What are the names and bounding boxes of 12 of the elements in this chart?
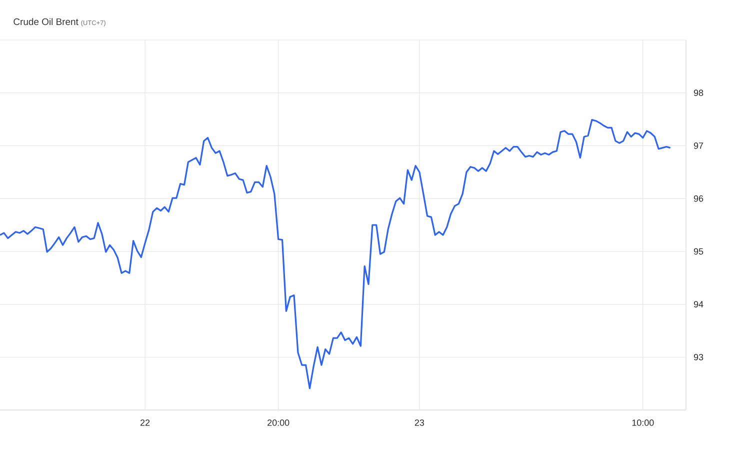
y-tick-label: 96 bbox=[694, 195, 704, 202]
x-tick-label: 22 bbox=[140, 420, 150, 426]
x-tick-label: 10:00 bbox=[632, 420, 654, 426]
y-tick-label: 98 bbox=[694, 90, 704, 96]
y-tick-label: 93 bbox=[694, 354, 704, 360]
x-tick-label: 20:00 bbox=[268, 420, 290, 426]
y-tick-label: 94 bbox=[694, 301, 704, 308]
chart-title: Crude Oil Brent bbox=[14, 18, 78, 26]
y-tick-label: 97 bbox=[694, 142, 704, 149]
line-series bbox=[0, 119, 672, 390]
x-tick-label: 23 bbox=[414, 420, 424, 426]
y-tick-label: 95 bbox=[694, 248, 704, 255]
